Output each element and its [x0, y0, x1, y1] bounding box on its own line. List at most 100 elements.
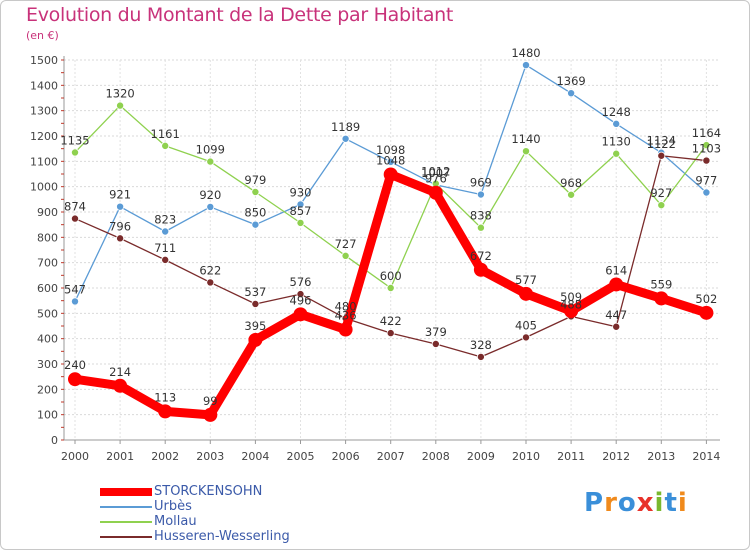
data-labels: 240 214 113 99 395 496 436 1048 976 672 577 509 614 5…: [60, 46, 721, 408]
data-point: [431, 339, 440, 348]
data-label: 1320: [105, 87, 134, 101]
data-point: [476, 190, 485, 199]
data-point: [612, 149, 621, 158]
data-label: 1098: [376, 143, 405, 157]
data-point: [296, 290, 305, 299]
x-tick-label: 2001: [106, 450, 134, 463]
data-point: [158, 404, 173, 419]
y-tick-label: 700: [37, 257, 58, 270]
data-label: 1140: [511, 132, 540, 146]
y-tick-label: 1300: [30, 105, 58, 118]
data-label: 1164: [692, 126, 721, 140]
data-label: 600: [380, 269, 402, 283]
data-point: [386, 329, 395, 338]
data-label: 1161: [151, 127, 180, 141]
data-label: 379: [425, 325, 447, 339]
logo-letter: r: [604, 488, 618, 518]
y-tick-label: 800: [37, 231, 58, 244]
legend-label: STORCKENSOHN: [154, 484, 263, 499]
x-tick-label: 2009: [467, 450, 495, 463]
data-label: 214: [109, 365, 131, 379]
data-point: [251, 187, 260, 196]
x-tick-label: 2003: [196, 450, 224, 463]
data-point: [251, 299, 260, 308]
data-point: [251, 220, 260, 229]
data-point: [386, 283, 395, 292]
grid: [64, 59, 720, 441]
x-tick-label: 2013: [647, 450, 675, 463]
data-point: [699, 305, 714, 320]
data-point: [476, 352, 485, 361]
x-tick-label: 2007: [377, 450, 405, 463]
y-tick-label: 1200: [30, 130, 58, 143]
data-point: [522, 147, 531, 156]
data-point: [161, 255, 170, 264]
x-tick-label: 2002: [151, 450, 179, 463]
data-label: 1099: [196, 143, 225, 157]
data-label: 979: [244, 173, 266, 187]
data-point: [654, 291, 669, 306]
y-tick-label: 0: [51, 434, 58, 447]
logo-letter: i: [654, 488, 665, 518]
data-label: 99: [203, 394, 218, 408]
legend-label: Husseren-Wesserling: [154, 529, 290, 544]
y-tick-label: 500: [37, 307, 58, 320]
data-point: [567, 190, 576, 199]
data-point: [383, 167, 398, 182]
data-label: 422: [380, 314, 402, 328]
data-point: [71, 148, 80, 157]
y-tick-label: 900: [37, 206, 58, 219]
data-label: 622: [199, 263, 221, 277]
data-label: 921: [109, 188, 131, 202]
data-point: [161, 227, 170, 236]
x-tick-label: 2005: [287, 450, 315, 463]
logo-letter: x: [636, 488, 655, 518]
logo-letter: i: [677, 488, 688, 518]
data-point: [657, 151, 666, 160]
y-tick-label: 100: [37, 409, 58, 422]
y-tick-label: 200: [37, 383, 58, 396]
data-point: [341, 134, 350, 143]
data-label: 968: [560, 176, 582, 190]
data-point: [702, 156, 711, 165]
data-label: 927: [650, 186, 672, 200]
data-point: [564, 304, 579, 319]
data-label: 614: [605, 263, 627, 277]
legend-swatch: [100, 521, 152, 523]
data-point: [612, 322, 621, 331]
data-point: [522, 333, 531, 342]
chart-title: Evolution du Montant de la Dette par Hab…: [26, 4, 454, 26]
data-label: 711: [154, 241, 176, 255]
data-label: 447: [605, 308, 627, 322]
data-label: 405: [515, 318, 537, 332]
data-point: [476, 223, 485, 232]
legend-swatch: [100, 536, 152, 538]
data-label: 796: [109, 219, 131, 233]
proxiti-logo: Proxiti: [584, 488, 688, 518]
x-tick-label: 2004: [241, 450, 269, 463]
data-point: [519, 286, 533, 301]
data-point: [522, 61, 531, 70]
data-point: [116, 202, 125, 211]
x-tick-label: 2011: [557, 450, 585, 463]
data-label: 1135: [60, 133, 89, 147]
data-point: [296, 200, 305, 209]
data-point: [567, 89, 576, 98]
data-label: 977: [695, 173, 717, 187]
data-label: 838: [470, 209, 492, 223]
data-label: 113: [154, 390, 176, 404]
y-tick-label: 1100: [30, 155, 58, 168]
data-point: [386, 157, 395, 166]
data-point: [113, 378, 128, 393]
data-label: 969: [470, 176, 492, 190]
y-tick-label: 600: [37, 282, 58, 295]
data-label: 1012: [421, 165, 450, 179]
data-point: [702, 188, 711, 197]
data-label: 547: [64, 282, 86, 296]
data-label: 1103: [692, 142, 721, 156]
data-label: 576: [290, 275, 312, 289]
data-point: [296, 218, 305, 227]
data-label: 1189: [331, 120, 360, 134]
data-label: 1134: [647, 134, 676, 148]
